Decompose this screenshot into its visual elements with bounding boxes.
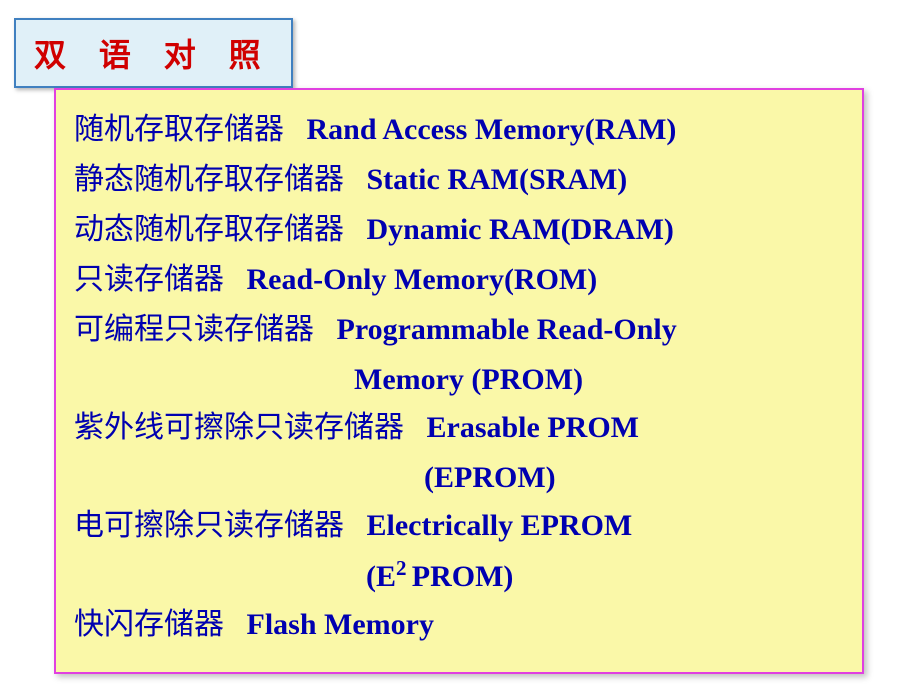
english-term: Static RAM(SRAM): [344, 163, 627, 196]
chinese-term: 紫外线可擦除只读存储器: [74, 411, 404, 444]
english-term: Electrically EPROM: [344, 509, 632, 542]
entry-row: 只读存储器 Read-Only Memory(ROM): [74, 256, 844, 304]
chinese-term: 只读存储器: [74, 263, 224, 296]
entry-row: 紫外线可擦除只读存储器 Erasable PROM: [74, 404, 844, 452]
entry-continuation: (E2 PROM): [74, 552, 844, 601]
english-term: Flash Memory: [224, 608, 434, 641]
entry-row: 电可擦除只读存储器 Electrically EPROM: [74, 502, 844, 550]
chinese-term: 快闪存储器: [74, 608, 224, 641]
chinese-term: 随机存取存储器: [74, 113, 284, 146]
entry-row: 可编程只读存储器 Programmable Read-Only: [74, 306, 844, 354]
entry-row: 快闪存储器 Flash Memory: [74, 601, 844, 649]
entry-continuation: Memory (PROM): [74, 356, 844, 404]
english-term: Dynamic RAM(DRAM): [344, 213, 674, 246]
english-term: Programmable Read-Only: [314, 313, 677, 346]
entry-row: 随机存取存储器 Rand Access Memory(RAM): [74, 106, 844, 154]
english-continuation: (E2 PROM): [366, 560, 513, 593]
chinese-term: 可编程只读存储器: [74, 313, 314, 346]
chinese-term: 电可擦除只读存储器: [74, 509, 344, 542]
content-box: 随机存取存储器 Rand Access Memory(RAM) 静态随机存取存储…: [54, 88, 864, 674]
entry-row: 动态随机存取存储器 Dynamic RAM(DRAM): [74, 206, 844, 254]
chinese-term: 静态随机存取存储器: [74, 163, 344, 196]
english-continuation: Memory (PROM): [354, 363, 583, 396]
english-term: Erasable PROM: [404, 411, 639, 444]
header-box: 双 语 对 照: [14, 18, 293, 88]
english-term: Read-Only Memory(ROM): [224, 263, 597, 296]
header-title: 双 语 对 照: [34, 37, 273, 73]
entry-row: 静态随机存取存储器 Static RAM(SRAM): [74, 156, 844, 204]
english-term: Rand Access Memory(RAM): [284, 113, 676, 146]
chinese-term: 动态随机存取存储器: [74, 213, 344, 246]
english-continuation: (EPROM): [424, 461, 556, 494]
entry-continuation: (EPROM): [74, 454, 844, 502]
